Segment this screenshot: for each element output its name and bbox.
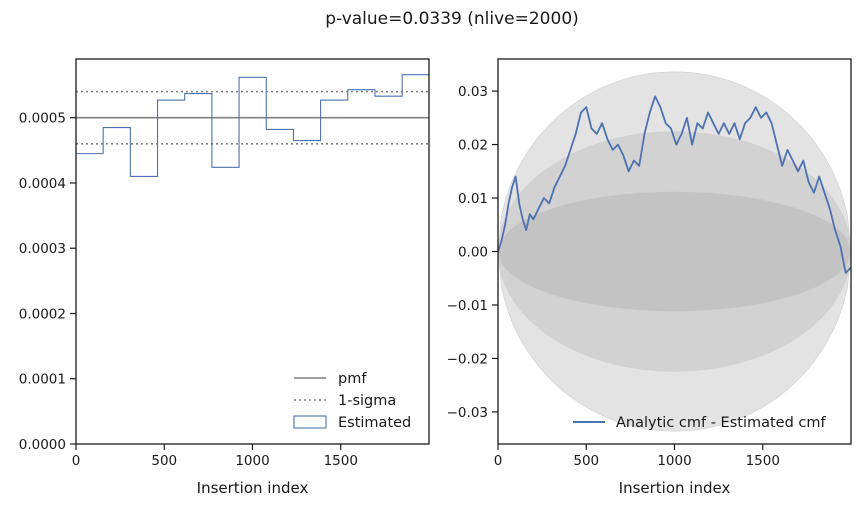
legend-sigma-label: 1-sigma [338, 393, 396, 409]
figure-title: p-value=0.0339 (nlive=2000) [325, 9, 579, 29]
histogram-marks [76, 74, 429, 178]
cmf-legend: Analytic cmf - Estimated cmf [573, 415, 827, 431]
x-tick-label: 500 [151, 453, 177, 469]
cmf-ticks: 0 500 1000 1500 −0.03 −0.02 −0.01 0.00 0.01 0.02 0… [447, 84, 780, 469]
y-tick-label: 0.02 [458, 138, 488, 154]
histogram-xlabel: Insertion index [197, 479, 309, 497]
x-tick-label: 1000 [235, 453, 269, 469]
y-tick-label: −0.02 [447, 351, 488, 367]
estimated-histogram-step [76, 74, 429, 178]
x-tick-label: 500 [573, 453, 599, 469]
x-tick-label: 0 [494, 453, 503, 469]
histogram-legend: pmf 1-sigma Estimated [293, 371, 411, 431]
y-tick-label: 0.0004 [19, 176, 66, 192]
y-tick-label: 0.0001 [19, 372, 66, 388]
y-tick-label: −0.01 [447, 298, 488, 314]
x-tick-label: 0 [72, 453, 81, 469]
y-tick-label: 0.0005 [19, 111, 66, 127]
y-tick-label: −0.03 [447, 405, 488, 421]
cmf-axes-frame [497, 58, 852, 445]
y-tick-label: 0.0000 [19, 437, 66, 453]
cmf-marks [497, 71, 852, 432]
x-tick-label: 1000 [657, 453, 691, 469]
y-tick-label: 0.03 [458, 84, 488, 100]
cmf-difference-panel: 0 500 1000 1500 −0.03 −0.02 −0.01 0.00 0.01 0.02 0… [447, 58, 852, 497]
y-tick-label: 0.00 [458, 245, 488, 261]
legend-pmf-label: pmf [338, 371, 367, 387]
sigma-band-1 [497, 191, 852, 312]
y-tick-label: 0.0002 [19, 306, 66, 322]
legend-estimated-swatch [293, 415, 327, 429]
legend-estimated-label: Estimated [338, 415, 411, 431]
x-tick-label: 1500 [746, 453, 780, 469]
cmf-difference-line [497, 95, 852, 274]
legend-cmf-label: Analytic cmf - Estimated cmf [616, 415, 827, 431]
histogram-panel: 0 500 1000 1500 0.0000 0.0001 0.0002 0.0003 0.00… [19, 58, 430, 497]
x-tick-label: 1500 [324, 453, 358, 469]
cmf-xlabel: Insertion index [619, 479, 731, 497]
y-tick-label: 0.0003 [19, 241, 66, 257]
histogram-axes-frame [75, 58, 430, 445]
y-tick-label: 0.01 [458, 191, 488, 207]
histogram-ticks: 0 500 1000 1500 0.0000 0.0001 0.0002 0.0003 0.00… [19, 111, 358, 469]
